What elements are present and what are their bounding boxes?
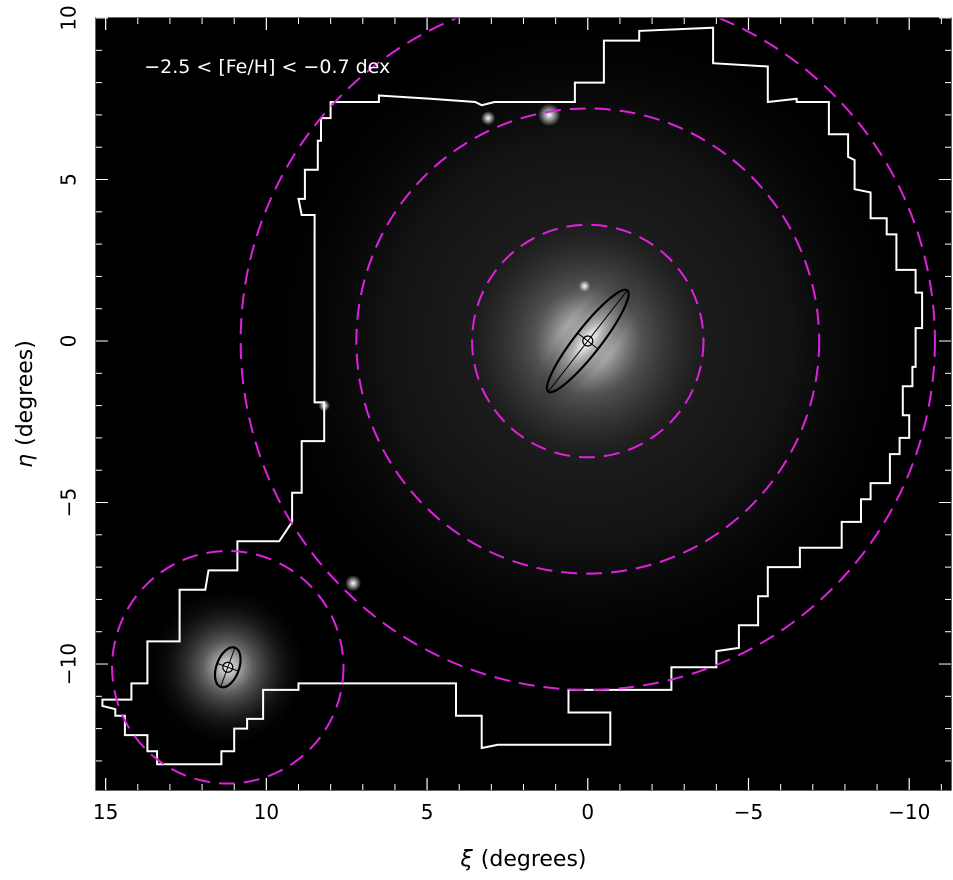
y-tick-label: −5 (57, 488, 81, 517)
y-tick-label: 5 (57, 173, 81, 186)
bright-source (537, 103, 561, 127)
x-tick-label: 0 (581, 800, 594, 824)
x-tick-label: 10 (254, 800, 279, 824)
x-axis-unit: (degrees) (481, 847, 587, 872)
x-tick-label: 15 (93, 800, 118, 824)
disk-ellipse-group (213, 646, 242, 689)
bright-source (578, 280, 591, 292)
stellar-density-map (144, 18, 926, 752)
x-tick-label: 5 (421, 800, 434, 824)
x-tick-label: −5 (734, 800, 763, 824)
bright-source (345, 575, 362, 592)
radius-circle (355, 107, 821, 575)
x-axis-symbol: ξ (459, 847, 473, 872)
y-axis-label: η (degrees) (13, 340, 38, 468)
x-axis-label: ξ (degrees) (459, 847, 586, 872)
axes-layer: 15 10 5 0 −5 −10 10 5 0 −5 −10 (57, 5, 952, 824)
disk-minor-axis (216, 662, 239, 672)
radius-circle (471, 223, 705, 459)
metallicity-annotation: −2.5 < [Fe/H] < −0.7 dex (144, 56, 390, 78)
disk-ellipses-layer (213, 288, 630, 689)
y-axis-unit: (degrees) (13, 340, 38, 446)
y-axis-symbol: η (13, 454, 38, 468)
disk-center-marker (222, 661, 234, 673)
survey-footprint-outline (101, 26, 924, 766)
radius-circle (111, 549, 345, 785)
x-tick-label: −10 (888, 800, 930, 824)
survey-footprint-layer (101, 26, 924, 766)
y-tick-label: −10 (57, 643, 81, 685)
disk-center-marker (582, 335, 594, 347)
disk-ellipse-group (545, 288, 630, 394)
y-tick-label: 10 (57, 5, 81, 30)
radius-circle (239, 18, 936, 691)
disk-minor-axis (577, 332, 599, 350)
bright-source (481, 111, 496, 126)
y-tick-label: 0 (57, 335, 81, 348)
radius-circles-layer (111, 18, 936, 785)
